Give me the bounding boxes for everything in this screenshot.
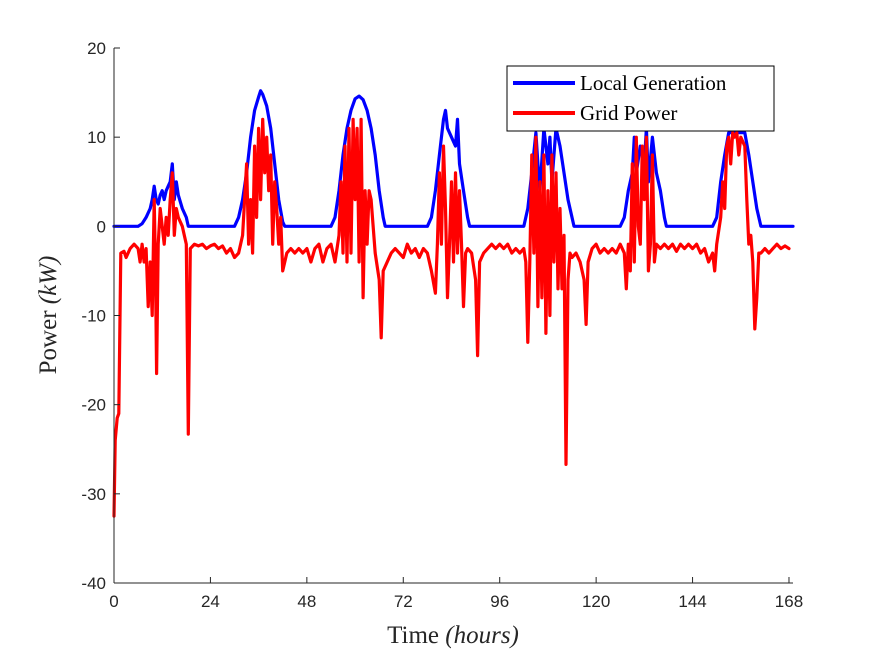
x-axis-title: Time (hours) [387,622,519,649]
plot-area [114,48,793,583]
x-tick-label: 96 [490,592,509,611]
legend-box [506,65,775,132]
x-tick-label: 120 [582,592,610,611]
y-tick-label: 10 [87,128,106,147]
x-tick-label: 72 [394,592,413,611]
y-axis-title-unit: (kW) [35,256,62,305]
legend-label-local-generation: Local Generation [580,71,727,95]
y-axis-title-main: Power [35,310,62,375]
y-tick-label: -10 [81,307,106,326]
y-ticks: -40 -30 -20 -10 0 10 20 [81,39,120,593]
x-axis-title-unit: (hours) [445,622,519,649]
y-tick-label: -20 [81,396,106,415]
y-axis-title: Power (kW) [35,256,62,375]
series-line-local-generation [112,89,795,228]
x-tick-label: 144 [678,592,706,611]
y-tick-label: 0 [97,217,106,236]
x-tick-label: 168 [775,592,803,611]
series-layer [112,89,795,518]
x-tick-label: 48 [297,592,316,611]
y-tick-label: 20 [87,39,106,58]
legend-label-grid-power: Grid Power [580,101,677,125]
x-axis-title-main: Time [387,622,439,649]
x-ticks: 0 24 48 72 96 120 144 168 [109,577,803,611]
x-tick-label: 0 [109,592,118,611]
x-tick-label: 24 [201,592,220,611]
series-line-grid-power [112,117,791,518]
legend: Local Generation Grid Power [506,65,775,132]
y-tick-label: -30 [81,485,106,504]
y-tick-label: -40 [81,574,106,593]
